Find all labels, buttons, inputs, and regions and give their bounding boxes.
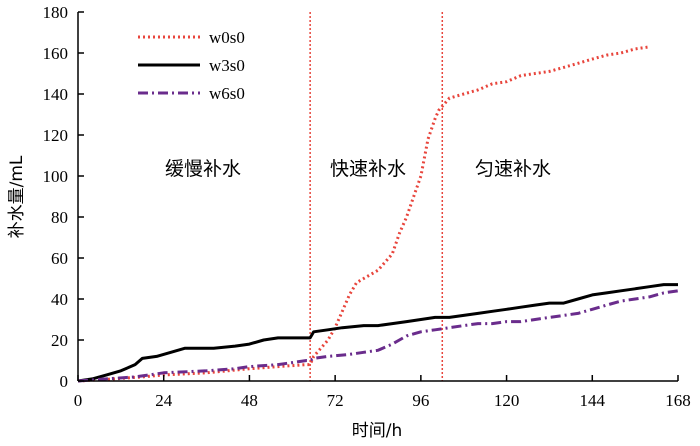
series-line-w0s0 [77, 45, 650, 383]
y-tick-label: 140 [43, 85, 69, 104]
y-tick-label: 120 [43, 126, 69, 145]
y-tick-label: 20 [51, 331, 68, 350]
y-tick-label: 160 [43, 44, 69, 63]
y-tick-label: 40 [51, 290, 68, 309]
x-tick-label: 72 [327, 391, 344, 410]
x-tick-label: 24 [155, 391, 173, 410]
x-tick-label: 48 [241, 391, 258, 410]
x-tick-label: 168 [665, 391, 691, 410]
x-axis-label: 时间/h [352, 421, 403, 441]
phase-label-slow: 缓慢补水 [165, 158, 241, 180]
y-tick-label: 60 [51, 249, 68, 268]
y-tick-label: 0 [60, 372, 69, 391]
phase-label-steady: 匀速补水 [475, 158, 551, 180]
y-tick-label: 80 [51, 208, 68, 227]
y-tick-label: 100 [43, 167, 69, 186]
legend-label-w6s0: w6s0 [209, 84, 245, 103]
x-tick-label: 96 [412, 391, 429, 410]
legend-label-w0s0: w0s0 [209, 28, 245, 47]
legend-label-w3s0: w3s0 [209, 56, 245, 75]
series-line-w6s0 [77, 289, 679, 383]
y-axis-label: 补水量/mL [7, 155, 27, 238]
series-line-w3s0 [77, 283, 678, 383]
x-tick-label: 144 [580, 391, 606, 410]
phase-label-fast: 快速补水 [330, 158, 406, 180]
x-tick-label: 120 [494, 391, 520, 410]
x-tick-label: 0 [74, 391, 83, 410]
y-tick-label: 180 [43, 3, 69, 22]
